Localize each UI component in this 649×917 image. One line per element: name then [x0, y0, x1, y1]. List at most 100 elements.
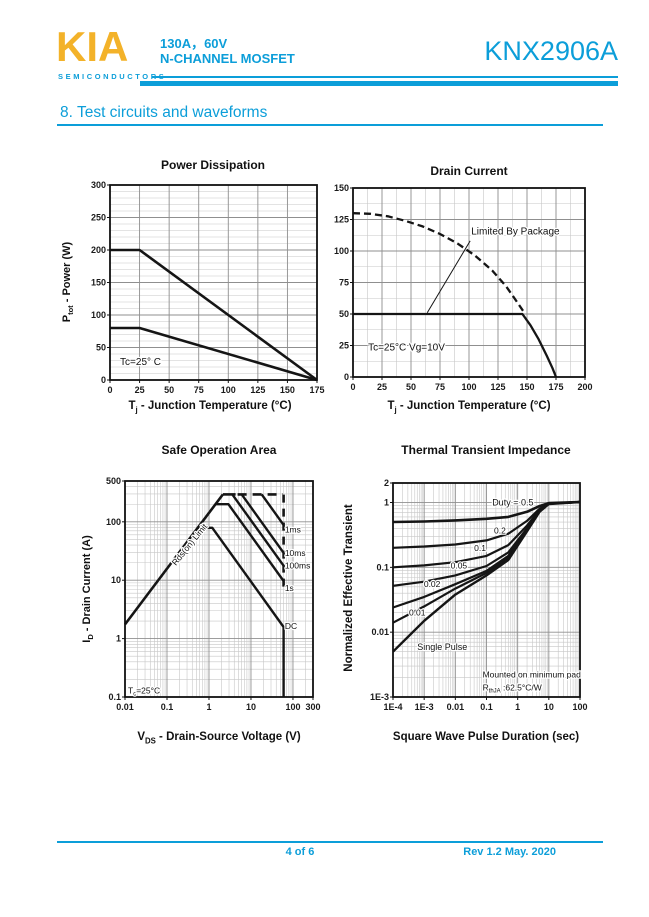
svg-text:0: 0 [344, 372, 349, 382]
drain-current-chart: 0 25 50 75 100 125 150 175 200 0 25 50 75 100 125 150 Li… [334, 183, 593, 392]
svg-text:10: 10 [544, 702, 554, 712]
svg-text:1: 1 [206, 702, 211, 712]
svg-text:0.01: 0.01 [409, 608, 426, 618]
svg-text:125: 125 [250, 385, 265, 395]
svg-text:50: 50 [164, 385, 174, 395]
svg-text:0: 0 [350, 382, 355, 392]
svg-text:0.01: 0.01 [116, 702, 134, 712]
svg-text:200: 200 [577, 382, 592, 392]
svg-text:0.01: 0.01 [371, 627, 389, 637]
chart-title-drain-current: Drain Current [430, 164, 508, 178]
svg-text:100: 100 [334, 246, 349, 256]
svg-text:25: 25 [377, 382, 387, 392]
svg-text:125: 125 [334, 215, 349, 225]
svg-text:0.05: 0.05 [451, 560, 468, 570]
chart-title-safe-operation-area: Safe Operation Area [161, 443, 277, 457]
svg-text:150: 150 [91, 278, 106, 288]
svg-text:500: 500 [106, 476, 121, 486]
svg-text:175: 175 [548, 382, 563, 392]
svg-text:Single Pulse: Single Pulse [417, 642, 467, 652]
section-underline [57, 124, 603, 126]
footer-rule [57, 841, 603, 843]
power-dissipation-chart: 0 25 50 75 100 125 150 175 0 50 100 150 200 250 300 Tc=… [91, 180, 325, 395]
kia-logo: KIA [56, 23, 129, 70]
svg-text:10: 10 [111, 575, 121, 585]
svg-text:0.01: 0.01 [447, 702, 465, 712]
svg-text:Rds(on) Limit: Rds(on) Limit [170, 521, 210, 567]
svg-text:Mounted on minimum pad: Mounted on minimum pad [483, 669, 582, 679]
svg-text:Tc=25°C: Tc=25°C [128, 685, 160, 697]
svg-text:1E-3: 1E-3 [370, 692, 389, 702]
svg-text:200: 200 [91, 245, 106, 255]
svg-text:0.1: 0.1 [108, 692, 121, 702]
svg-text:100: 100 [285, 702, 300, 712]
page-number: 4 of 6 [285, 846, 315, 858]
svg-text:2: 2 [384, 478, 389, 488]
svg-text:1ms: 1ms [285, 525, 301, 535]
svg-text:300: 300 [91, 180, 106, 190]
header-rule-thick [140, 81, 618, 86]
x-axis-label-pulse-duration: Square Wave Pulse Duration (sec) [392, 731, 580, 743]
svg-text:100: 100 [106, 517, 121, 527]
svg-text:50: 50 [406, 382, 416, 392]
y-axis-label-power: Ptot - Power (W) [60, 241, 76, 323]
svg-text:75: 75 [339, 278, 349, 288]
chart-title-thermal-transient: Thermal Transient Impedance [401, 443, 571, 457]
x-axis-label-drain-source-voltage: VDS - Drain-Source Voltage (V) [137, 731, 301, 746]
svg-text:RthJA :62.5°C/W: RthJA :62.5°C/W [483, 683, 542, 695]
svg-text:100: 100 [572, 702, 587, 712]
svg-text:25: 25 [135, 385, 145, 395]
svg-text:150: 150 [334, 183, 349, 193]
revision: Rev 1.2 May. 2020 [463, 846, 556, 858]
svg-text:1: 1 [384, 498, 389, 508]
svg-text:50: 50 [96, 343, 106, 353]
y-axis-label-normalized-transient: Normalized Effective Transient [343, 504, 355, 672]
svg-text:1E-3: 1E-3 [415, 702, 434, 712]
svg-text:1: 1 [116, 634, 121, 644]
svg-text:100: 100 [91, 310, 106, 320]
svg-text:50: 50 [339, 309, 349, 319]
svg-text:150: 150 [519, 382, 534, 392]
svg-text:Tc=25° C: Tc=25° C [120, 357, 161, 368]
svg-text:10: 10 [246, 702, 256, 712]
svg-text:100: 100 [461, 382, 476, 392]
svg-text:150: 150 [280, 385, 295, 395]
svg-text:1E-4: 1E-4 [383, 702, 402, 712]
svg-text:100: 100 [221, 385, 236, 395]
svg-text:175: 175 [309, 385, 324, 395]
part-rating: 130A，60V [160, 36, 228, 51]
svg-text:Duty = 0.5: Duty = 0.5 [492, 497, 533, 507]
svg-text:125: 125 [490, 382, 505, 392]
svg-text:100ms: 100ms [285, 560, 311, 570]
y-axis-label-drain-current: ID - Drain Current (A) [80, 535, 96, 643]
svg-text:0.02: 0.02 [424, 579, 441, 589]
svg-text:75: 75 [194, 385, 204, 395]
kia-logo-subtext: SEMICONDUCTORS [58, 72, 167, 81]
svg-text:0.1: 0.1 [480, 702, 493, 712]
svg-text:0.1: 0.1 [474, 543, 486, 553]
svg-text:Tc=25°C Vg=10V: Tc=25°C Vg=10V [368, 343, 445, 354]
x-axis-label-junction-temp-2: Tj - Junction Temperature (°C) [387, 400, 551, 415]
svg-text:0: 0 [107, 385, 112, 395]
svg-text:10ms: 10ms [285, 548, 306, 558]
svg-text:0: 0 [101, 375, 106, 385]
svg-text:25: 25 [339, 341, 349, 351]
svg-text:Limited By Package: Limited By Package [471, 227, 560, 238]
svg-text:1: 1 [515, 702, 520, 712]
section-title: 8. Test circuits and waveforms [60, 104, 268, 121]
svg-text:0.1: 0.1 [161, 702, 174, 712]
chart-title-power-dissipation: Power Dissipation [160, 158, 266, 172]
svg-text:0.1: 0.1 [376, 562, 389, 572]
svg-text:1s: 1s [285, 583, 294, 593]
safe-operation-area-chart: 0.01 0.1 1 10 100 3000.11101005001ms10ms100ms… [106, 476, 321, 712]
svg-text:300: 300 [305, 702, 320, 712]
x-axis-label-junction-temp-1: Tj - Junction Temperature (°C) [128, 400, 292, 415]
part-number: KNX2906A [484, 36, 618, 66]
svg-text:75: 75 [435, 382, 445, 392]
svg-text:0.2: 0.2 [494, 526, 506, 536]
header-rule-thin [152, 76, 618, 78]
svg-text:DC: DC [285, 621, 297, 631]
part-type: N-CHANNEL MOSFET [160, 51, 295, 66]
svg-text:250: 250 [91, 213, 106, 223]
